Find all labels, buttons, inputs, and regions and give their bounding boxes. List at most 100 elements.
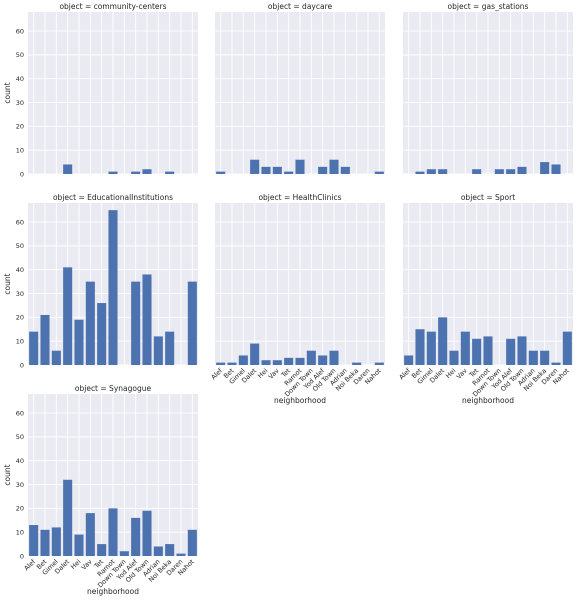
bar-educationalinstitutions-tet: [97, 303, 107, 365]
bar-healthclinics-hei: [261, 360, 271, 365]
bar-daycare-ramot: [295, 159, 305, 174]
bar-educationalinstitutions-bet: [40, 314, 50, 365]
bar-sport-alef: [404, 355, 414, 365]
x-axis-label: neighborhood: [87, 587, 139, 596]
bar-healthclinics-yod-alef: [318, 355, 328, 365]
bar-educationalinstitutions-dalet: [63, 267, 73, 365]
bar-gas-stations-yod-alef: [506, 169, 516, 174]
y-tick-label: 20: [16, 505, 24, 513]
bar-healthclinics-vav: [272, 360, 282, 365]
x-axis-label: neighborhood: [274, 396, 326, 405]
y-tick-label: 50: [16, 433, 24, 441]
bar-educationalinstitutions-ramot: [108, 210, 118, 365]
bar-sport-noi-beka: [540, 350, 550, 365]
bar-healthclinics-alef: [216, 362, 226, 365]
y-tick-label: 10: [16, 146, 24, 154]
bar-sport-ramot: [483, 336, 493, 365]
y-tick-label: 30: [16, 481, 24, 489]
y-tick-label: 10: [16, 337, 24, 345]
bar-educationalinstitutions-hei: [74, 319, 84, 365]
bar-educationalinstitutions-yod-alef: [131, 281, 141, 365]
bar-healthclinics-nahot: [374, 362, 384, 365]
bar-sport-daren: [551, 362, 561, 365]
bar-gas-stations-down-town: [494, 169, 504, 174]
panel-title: object = Synagogue: [75, 384, 152, 393]
y-tick-label: 0: [20, 361, 24, 369]
bar-daycare-old-town: [329, 159, 339, 174]
bar-sport-tet: [472, 338, 482, 365]
bar-daycare-nahot: [374, 171, 384, 174]
bar-sport-vav: [460, 331, 470, 365]
bar-synagogue-tet: [97, 544, 107, 556]
y-tick-label: 20: [16, 123, 24, 131]
bar-daycare-tet: [284, 171, 294, 174]
bar-sport-bet: [415, 329, 425, 365]
y-tick-label: 60: [16, 27, 24, 35]
bar-synagogue-hei: [74, 534, 84, 556]
bar-sport-yod-alef: [506, 338, 516, 365]
bar-daycare-adrian: [340, 166, 350, 174]
bar-healthclinics-dalet: [250, 343, 260, 365]
bar-daycare-hei: [261, 166, 271, 174]
bar-educationalinstitutions-gimel: [51, 350, 61, 365]
bar-educationalinstitutions-vav: [85, 281, 95, 365]
y-tick-label: 60: [16, 409, 24, 417]
y-tick-label: 0: [20, 170, 24, 178]
y-tick-label: 20: [16, 314, 24, 322]
panel-title: object = community-centers: [59, 2, 166, 11]
bar-synagogue-daren: [176, 553, 186, 556]
bar-healthclinics-noi-beka: [352, 362, 362, 365]
bar-daycare-vav: [272, 166, 282, 174]
bar-educationalinstitutions-adrian: [153, 336, 163, 365]
bar-synagogue-gimel: [51, 527, 61, 556]
bar-synagogue-vav: [85, 513, 95, 556]
panel-title: object = HealthClinics: [258, 193, 341, 202]
bar-healthclinics-tet: [284, 357, 294, 365]
bar-synagogue-adrian: [153, 546, 163, 556]
y-axis-label: count: [3, 464, 12, 485]
panel-title: object = gas_stations: [448, 2, 529, 11]
y-axis-label: count: [3, 273, 12, 294]
y-tick-label: 40: [16, 266, 24, 274]
bar-sport-adrian: [528, 350, 538, 365]
bar-community-centers-yod-alef: [131, 171, 141, 174]
bar-community-centers-noi-beka: [165, 171, 175, 174]
bar-synagogue-dalet: [63, 479, 73, 556]
bar-healthclinics-gimel: [238, 355, 248, 365]
bar-gas-stations-noi-beka: [540, 162, 550, 174]
y-tick-label: 30: [16, 99, 24, 107]
bar-gas-stations-tet: [472, 169, 482, 174]
bar-gas-stations-bet: [415, 171, 425, 174]
bar-community-centers-ramot: [108, 171, 118, 174]
panel-title: object = EducationalInstitutions: [53, 193, 173, 202]
bar-synagogue-down-town: [119, 551, 129, 556]
panel-title: object = Sport: [461, 193, 515, 202]
bar-daycare-dalet: [250, 159, 260, 174]
y-tick-label: 10: [16, 528, 24, 536]
bar-sport-gimel: [426, 331, 436, 365]
bar-daycare-alef: [216, 171, 226, 174]
bar-synagogue-old-town: [142, 510, 152, 556]
panel-title: object = daycare: [268, 2, 333, 11]
bar-gas-stations-dalet: [438, 169, 448, 174]
bar-healthclinics-old-town: [329, 350, 339, 365]
bar-community-centers-old-town: [142, 169, 152, 174]
y-tick-label: 30: [16, 290, 24, 298]
bar-daycare-yod-alef: [318, 166, 328, 174]
bar-educationalinstitutions-nahot: [187, 281, 197, 365]
bar-educationalinstitutions-old-town: [142, 274, 152, 365]
bar-gas-stations-daren: [551, 164, 561, 174]
bar-gas-stations-gimel: [426, 169, 436, 174]
bar-synagogue-nahot: [187, 529, 197, 556]
y-tick-label: 40: [16, 457, 24, 465]
y-axis-label: count: [3, 82, 12, 103]
bar-healthclinics-bet: [227, 362, 237, 365]
y-tick-label: 40: [16, 75, 24, 83]
bar-synagogue-noi-beka: [165, 544, 175, 556]
bar-community-centers-dalet: [63, 164, 73, 174]
bar-sport-old-town: [517, 336, 527, 365]
bar-sport-hei: [449, 350, 459, 365]
bar-educationalinstitutions-alef: [29, 331, 39, 365]
bar-healthclinics-ramot: [295, 357, 305, 365]
